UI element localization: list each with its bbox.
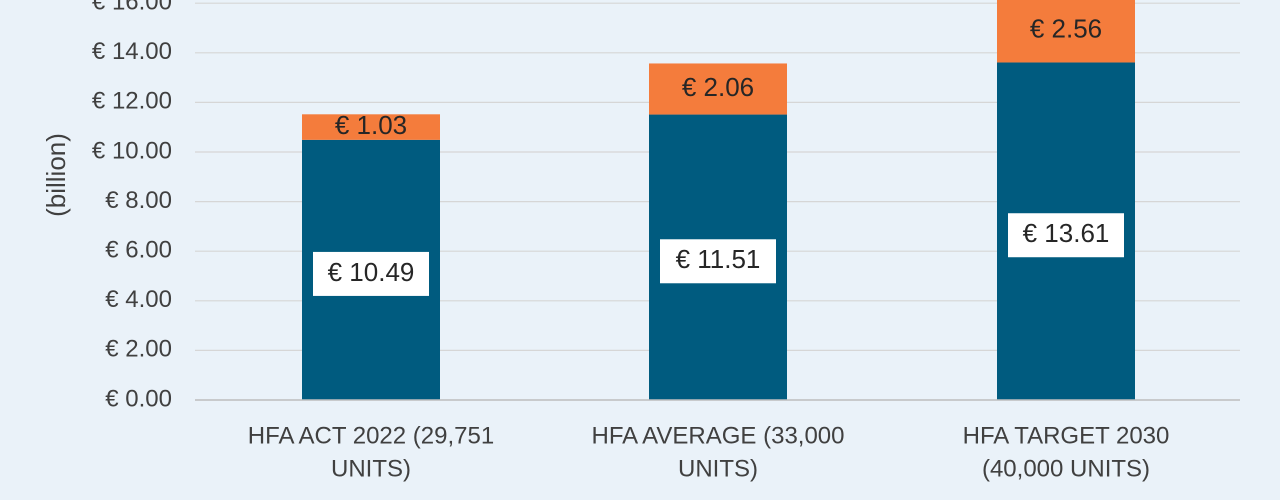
y-tick-label: € 0.00 [105, 385, 172, 412]
bar-segment [302, 114, 440, 140]
y-tick-label: € 8.00 [105, 187, 172, 214]
y-tick-label: € 2.00 [105, 336, 172, 363]
y-tick-label: € 14.00 [92, 38, 172, 65]
data-label: € 2.06 [682, 72, 754, 102]
data-label: € 13.61 [1023, 218, 1110, 248]
data-label-box [1008, 213, 1124, 258]
y-tick-labels: € 0.00 € 2.00 € 4.00 € 6.00 € 8.00 € 10.00 € 1… [92, 0, 172, 412]
data-label: € 10.49 [328, 257, 415, 287]
y-tick-label: € 16.00 [92, 0, 172, 16]
x-category-label: UNITS) [678, 455, 758, 482]
data-label-box [660, 239, 776, 284]
bars [302, 0, 1135, 401]
y-tick-label: € 10.00 [92, 137, 172, 164]
category-labels: HFA ACT 2022 (29,751 UNITS) HFA AVERAGE (3… [248, 422, 1170, 482]
y-axis-title: (billion) [41, 133, 71, 217]
x-category-label: (40,000 UNITS) [982, 455, 1150, 482]
y-tick-label: € 4.00 [105, 286, 172, 313]
x-category-label: HFA AVERAGE (33,000 [591, 422, 844, 449]
y-tick-label: € 12.00 [92, 88, 172, 115]
data-label-box [313, 251, 429, 296]
bar-segment [997, 0, 1135, 63]
x-category-label: HFA ACT 2022 (29,751 [248, 422, 494, 449]
bar-segment [649, 63, 787, 115]
x-category-label: UNITS) [331, 455, 411, 482]
x-category-label: HFA TARGET 2030 [963, 422, 1170, 449]
y-tick-label: € 6.00 [105, 237, 172, 264]
data-label: € 2.56 [1030, 14, 1102, 44]
data-label: € 11.51 [676, 244, 761, 274]
data-labels: € 10.49 € 1.03 € 11.51 € 2.06 € 13.61 € 2.56 [313, 14, 1124, 296]
data-label: € 1.03 [335, 110, 407, 140]
